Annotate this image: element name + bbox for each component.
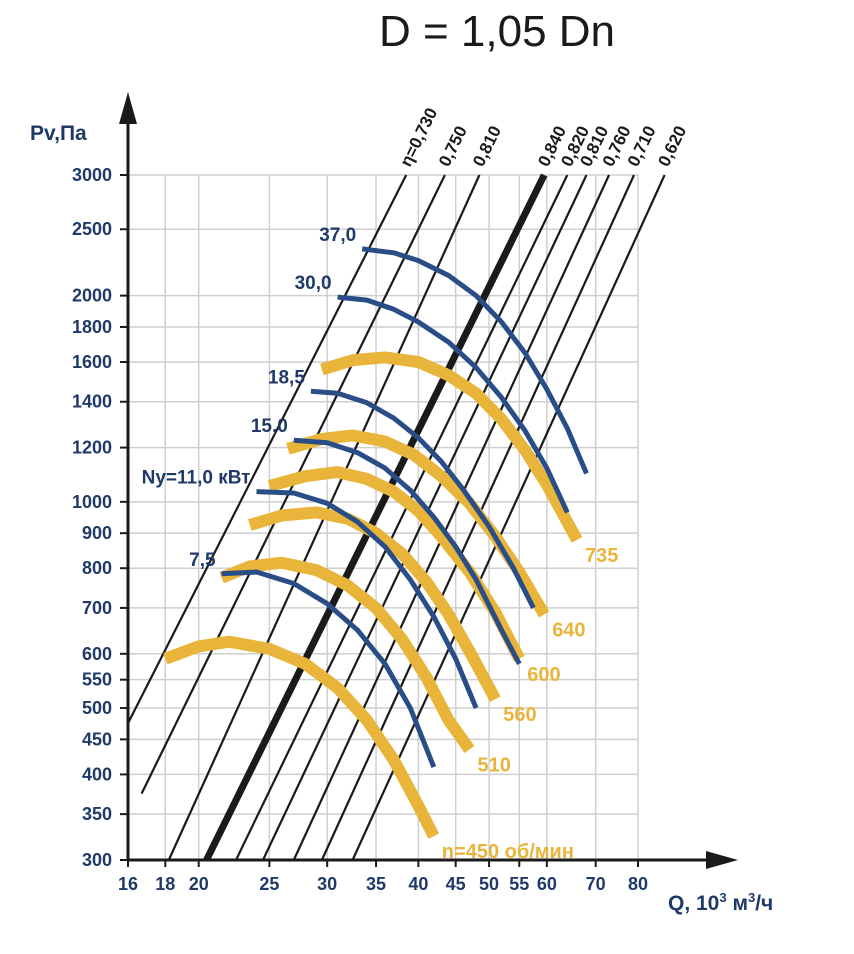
- x-tick-label: 35: [366, 874, 386, 894]
- y-tick-label: 1000: [72, 492, 112, 512]
- efficiency-line-3: [203, 173, 548, 862]
- efficiency-line-4: [235, 174, 569, 861]
- efficiency-label-2: 0,810: [469, 123, 505, 170]
- efficiency-label-1: 0,750: [435, 123, 471, 170]
- y-tick-label: 600: [82, 644, 112, 664]
- x-axis-label-unit: м: [727, 892, 748, 915]
- power-curve-37-0: [361, 246, 589, 475]
- x-axis-arrow: [706, 851, 738, 869]
- efficiency-label-0: η=0,730: [396, 105, 441, 170]
- efficiency-label-8: 0,620: [654, 123, 690, 170]
- power-label-18-5: 18,5: [268, 367, 305, 388]
- x-tick-label: 20: [189, 874, 209, 894]
- x-axis-label-q: Q, 10: [668, 892, 719, 915]
- efficiency-line-0: [127, 174, 408, 724]
- power-label-37-0: 37,0: [319, 225, 356, 246]
- x-tick-label: 55: [509, 874, 529, 894]
- y-tick-label: 450: [82, 729, 112, 749]
- power-label-Ny-11-0-кВт: Ny=11,0 кВт: [142, 468, 251, 489]
- x-axis-label-unit-tail: /ч: [755, 892, 773, 915]
- y-tick-label: 2500: [72, 219, 112, 239]
- speed-curve-735: [320, 351, 583, 543]
- y-tick-label: 350: [82, 804, 112, 824]
- x-tick-label: 60: [537, 874, 557, 894]
- speed-label-560: 560: [503, 704, 536, 726]
- x-tick-label: 50: [479, 874, 499, 894]
- x-axis-label-unit-exp: 3: [748, 890, 755, 905]
- power-curves: [221, 246, 589, 769]
- x-tick-label: 16: [118, 874, 138, 894]
- speed-label-735: 735: [585, 545, 618, 567]
- chart-title: D = 1,05 Dn: [379, 7, 615, 56]
- x-tick-label: 80: [628, 874, 648, 894]
- power-curve-15-0: [293, 437, 522, 666]
- x-tick-label: 30: [317, 874, 337, 894]
- y-tick-label: 800: [82, 558, 112, 578]
- speed-curves: [163, 351, 583, 839]
- speed-curve-n-450-об-мин: [163, 635, 440, 839]
- y-tick-label: 3000: [72, 165, 112, 185]
- x-axis-label: Q, 103 м3/ч: [668, 890, 773, 915]
- tick-labels: 16 18 20 25 30 35 40 45 50 55 60 70 80 300 350 400 450 50…: [72, 165, 648, 894]
- x-tick-label: 45: [446, 874, 466, 894]
- speed-label-510: 510: [478, 755, 511, 777]
- y-tick-label: 1600: [72, 352, 112, 372]
- y-axis-label: Pv,Па: [30, 122, 87, 145]
- power-label-15-0: 15,0: [251, 416, 288, 437]
- speed-curve-560: [248, 506, 501, 703]
- y-tick-label: 700: [82, 598, 112, 618]
- speed-label-640: 640: [552, 619, 585, 641]
- y-tick-label: 1200: [72, 438, 112, 458]
- y-tick-label: 300: [82, 850, 112, 870]
- x-tick-label: 25: [259, 874, 279, 894]
- speed-label-n-450-об-мин: n=450 об/мин: [442, 841, 574, 863]
- efficiency-line-8: [351, 174, 666, 861]
- power-label-7-5: 7,5: [189, 550, 216, 571]
- x-tick-label: 40: [408, 874, 428, 894]
- power-curve-30-0: [337, 294, 570, 514]
- y-tick-label: 2000: [72, 286, 112, 306]
- power-label-30-0: 30,0: [295, 273, 332, 294]
- y-tick-label: 1800: [72, 317, 112, 337]
- y-tick-label: 500: [82, 698, 112, 718]
- power-curve-Ny-11-0-кВт: [256, 489, 479, 709]
- power-curve-7-5: [221, 569, 437, 769]
- x-tick-label: 18: [155, 874, 175, 894]
- speed-curve-510: [219, 556, 475, 753]
- y-tick-label: 550: [82, 670, 112, 690]
- y-tick-label: 1400: [72, 392, 112, 412]
- y-tick-label: 900: [82, 523, 112, 543]
- power-curve-18-5: [310, 388, 536, 610]
- x-axis-label-exp: 3: [719, 890, 726, 905]
- y-tick-label: 400: [82, 764, 112, 784]
- y-axis-arrow: [119, 92, 137, 124]
- x-tick-label: 70: [586, 874, 606, 894]
- efficiency-line-6: [292, 174, 610, 861]
- speed-label-600: 600: [527, 664, 560, 686]
